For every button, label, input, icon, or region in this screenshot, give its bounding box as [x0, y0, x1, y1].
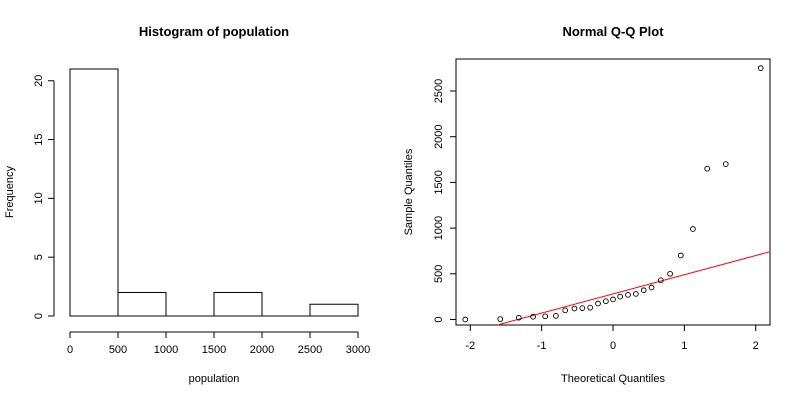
- histogram-x-tick-label: 2500: [298, 344, 322, 356]
- qq-point: [632, 291, 639, 297]
- histogram-y-tick-label: 10: [33, 192, 45, 204]
- qq-point: [553, 313, 559, 319]
- histogram-x-label: population: [189, 373, 240, 385]
- histogram-x-tick-label: 3000: [346, 344, 370, 356]
- qq-point: [617, 293, 623, 300]
- qq-reference-line-path: [497, 251, 771, 326]
- histogram-bar: [69, 68, 119, 317]
- qq-point: [515, 314, 522, 321]
- qq-point: [757, 65, 764, 71]
- qq-point: [462, 316, 469, 323]
- qq-y-tick-label: 1000: [433, 216, 445, 240]
- qq-point: [704, 165, 711, 172]
- qq-point: [648, 284, 655, 291]
- qq-y-axis: 0 500 1000 1500 2000 2500: [433, 79, 456, 323]
- histogram-bar: [309, 303, 359, 317]
- qq-y-tick-label: 2500: [433, 79, 445, 103]
- qq-points: [462, 65, 764, 323]
- qq-point: [690, 226, 696, 232]
- qq-point: [625, 291, 631, 298]
- histogram-bars: [69, 68, 359, 317]
- histogram-y-axis: 0 5 10 15 20: [33, 75, 55, 319]
- qq-x-tick-label: 0: [610, 340, 616, 352]
- qq-point: [542, 313, 549, 320]
- qq-x-tick-label: 2: [753, 340, 759, 352]
- qq-point: [603, 298, 609, 305]
- qq-y-tick-label: 2000: [433, 124, 445, 148]
- histogram-y-tick-label: 15: [33, 133, 45, 145]
- histogram-x-axis: 0 500 1000 1500 2000 2500 3000: [67, 331, 370, 356]
- qq-panel: Normal Q-Q Plot Theoretical Quantiles Sa…: [403, 24, 771, 385]
- histogram-bar: [117, 291, 167, 317]
- qq-point: [595, 300, 601, 307]
- qq-x-label: Theoretical Quantiles: [561, 373, 665, 385]
- histogram-x-tick-label: 2000: [250, 344, 274, 356]
- qq-point: [667, 270, 673, 277]
- qq-point: [677, 252, 684, 259]
- qq-x-tick-label: 1: [681, 340, 687, 352]
- histogram-bar: [213, 291, 263, 317]
- qq-point: [530, 313, 536, 320]
- histogram-y-label: Frequency: [4, 166, 16, 218]
- qq-title: Normal Q-Q Plot: [562, 24, 664, 39]
- qq-point: [571, 305, 578, 312]
- qq-point: [587, 304, 594, 311]
- qq-x-tick-label: -1: [537, 340, 547, 352]
- qq-y-tick-label: 0: [433, 316, 445, 322]
- histogram-x-tick-label: 1500: [202, 344, 226, 356]
- histogram-x-tick-label: 1000: [154, 344, 178, 356]
- qq-point: [722, 161, 729, 167]
- histogram-x-tick-label: 500: [109, 344, 127, 356]
- qq-y-tick-label: 1500: [433, 170, 445, 194]
- qq-point: [610, 296, 616, 303]
- qq-point: [497, 316, 504, 322]
- qq-x-tick-label: -2: [465, 340, 475, 352]
- histogram-y-tick-label: 20: [33, 75, 45, 87]
- qq-point: [579, 305, 586, 311]
- qq-point: [640, 287, 647, 294]
- qq-plot-box: [455, 58, 771, 326]
- histogram-panel: Histogram of population population Frequ…: [4, 24, 370, 385]
- qq-y-tick-label: 500: [433, 265, 445, 283]
- qq-x-axis: -2 -1 0 1 2: [465, 325, 759, 352]
- qq-y-label: Sample Quantiles: [403, 148, 415, 235]
- histogram-title: Histogram of population: [139, 24, 289, 39]
- histogram-y-tick-label: 0: [33, 313, 45, 319]
- histogram-x-tick-label: 0: [67, 344, 73, 356]
- histogram-y-tick-label: 5: [33, 254, 45, 260]
- qq-reference-line: [497, 251, 771, 326]
- qq-point: [657, 277, 664, 284]
- qq-point: [562, 307, 569, 314]
